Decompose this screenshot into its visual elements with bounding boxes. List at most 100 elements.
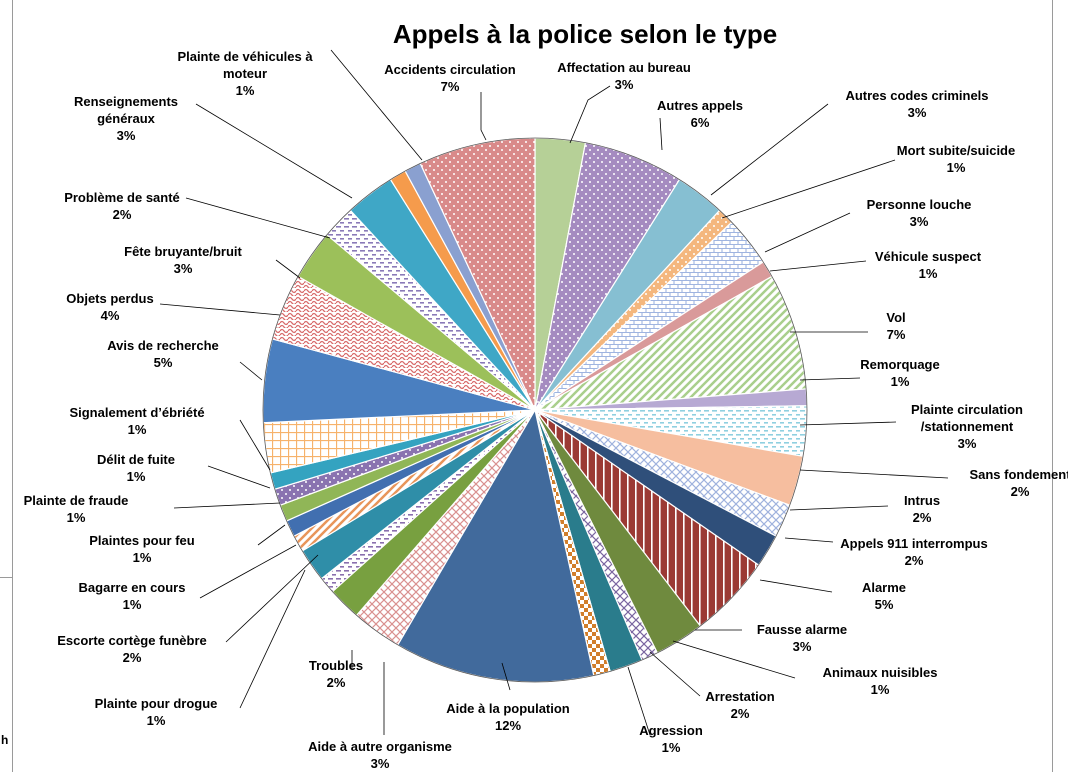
slice-label-line: 1%: [128, 422, 147, 437]
slice-label: Avis de recherche 5%: [107, 338, 219, 370]
slice-label: Remorquage 1%: [860, 357, 939, 389]
slice-label-line: Avis de recherche: [107, 338, 219, 353]
slice-label: Alarme 5%: [862, 580, 906, 612]
leader-line: [764, 212, 851, 253]
leader-line: [239, 361, 263, 381]
leader-line: [330, 49, 423, 161]
slice-label: Appels 911 interrompus 2%: [840, 536, 987, 568]
slice-label-line: Signalement d’ébriété: [69, 405, 204, 420]
slice-label: Plainte pour drogue 1%: [95, 696, 218, 728]
slice-label-line: Fausse alarme: [757, 622, 847, 637]
slice-label-line: 6%: [691, 115, 710, 130]
slice-label: Plainte circulation/stationnement 3%: [911, 402, 1023, 451]
slice-label-line: Mort subite/suicide: [897, 143, 1015, 158]
slice-label: Arrestation 2%: [705, 689, 774, 721]
slice-label-line: Bagarre en cours: [79, 580, 186, 595]
slice-label-line: moteur: [223, 66, 267, 81]
leader-line: [627, 666, 651, 736]
slice-label-line: 1%: [891, 374, 910, 389]
slice-label: Plainte de fraude 1%: [24, 493, 129, 525]
slice-label-line: 2%: [123, 650, 142, 665]
slice-label-line: /stationnement: [921, 419, 1014, 434]
slice-label-line: Plainte pour drogue: [95, 696, 218, 711]
slice-label: Mort subite/suicide 1%: [897, 143, 1015, 175]
slice-label-line: Vol: [886, 310, 905, 325]
slice-label: Agression 1%: [639, 723, 703, 755]
slice-label: Vol 7%: [886, 310, 905, 342]
leader-line: [225, 554, 319, 643]
leader-lines: [159, 49, 949, 736]
slice-label-line: 1%: [947, 160, 966, 175]
slice-label: Aide à la population 12%: [446, 701, 570, 733]
frame-right-border: [1052, 0, 1053, 772]
slice-label: Renseignements généraux 3%: [74, 94, 178, 143]
slice-label-line: Objets perdus: [66, 291, 153, 306]
slice-label-line: Intrus: [904, 493, 940, 508]
leader-line: [799, 469, 949, 479]
leader-line: [799, 377, 861, 381]
slice-label: Animaux nuisibles 1%: [823, 665, 938, 697]
slice-label: Personne louche 3%: [867, 197, 972, 229]
leader-line: [480, 92, 487, 141]
slice-label: Fête bruyante/bruit 3%: [124, 244, 242, 276]
slice-label: Objets perdus 4%: [66, 291, 153, 323]
slice-label-line: Troubles: [309, 658, 363, 673]
slice-label-line: 1%: [123, 597, 142, 612]
leader-line: [257, 524, 286, 546]
slice-label: Délit de fuite 1%: [97, 452, 175, 484]
slice-label: Bagarre en cours 1%: [79, 580, 186, 612]
slice-label-line: Agression: [639, 723, 703, 738]
slice-label: Accidents circulation 7%: [384, 62, 516, 94]
leader-line: [195, 103, 353, 199]
slice-label: Problème de santé 2%: [64, 190, 180, 222]
leader-line: [799, 421, 897, 426]
leader-line: [789, 505, 889, 511]
slice-label-line: Escorte cortège funèbre: [57, 633, 207, 648]
slice-label-line: Affectation au bureau: [557, 60, 691, 75]
slice-label: Autres codes criminels 3%: [845, 88, 988, 120]
leader-line: [275, 259, 301, 279]
slice-label-line: 1%: [662, 740, 681, 755]
slice-label-line: Plaintes pour feu: [89, 533, 195, 548]
slice-label-line: 1%: [871, 682, 890, 697]
slice-label: Troubles 2%: [309, 658, 363, 690]
pie-slices: [262, 137, 808, 683]
slice-label-line: 2%: [1011, 484, 1030, 499]
slice-label-line: 3%: [174, 261, 193, 276]
leader-line: [649, 651, 701, 697]
leader-line: [199, 544, 297, 599]
frame-left-border: [12, 0, 13, 772]
leader-line: [672, 640, 796, 679]
leader-line: [769, 260, 867, 272]
slice-label: Intrus 2%: [904, 493, 940, 525]
pie-outline: [262, 137, 808, 683]
leader-line: [185, 197, 331, 239]
slice-label-line: 5%: [154, 355, 173, 370]
slice-label: Escorte cortège funèbre 2%: [57, 633, 207, 665]
leader-line: [569, 85, 611, 144]
slice-label-line: Plainte de véhicules à: [177, 49, 313, 64]
leader-line: [784, 537, 834, 543]
slice-label-line: Arrestation: [705, 689, 774, 704]
slice-label-line: 7%: [441, 79, 460, 94]
slice-label-line: 1%: [236, 83, 255, 98]
slice-label-line: Aide à la population: [446, 701, 570, 716]
slice-label-line: 1%: [127, 469, 146, 484]
slice-label-line: 5%: [875, 597, 894, 612]
slice-label-line: 3%: [615, 77, 634, 92]
slice-label-line: Animaux nuisibles: [823, 665, 938, 680]
slice-label-line: 2%: [327, 675, 346, 690]
slice-label: Affectation au bureau 3%: [557, 60, 691, 92]
leader-line: [239, 419, 271, 471]
slice-label-line: Problème de santé: [64, 190, 180, 205]
outside-text-fragment: h: [1, 733, 9, 747]
slice-label-line: 3%: [908, 105, 927, 120]
slice-label-line: 1%: [919, 266, 938, 281]
outside-line-fragment: [0, 577, 12, 578]
slice-label: Plaintes pour feu 1%: [89, 533, 195, 565]
slice-label-line: Accidents circulation: [384, 62, 516, 77]
slice-label-line: 3%: [958, 436, 977, 451]
slice-label-line: Autres appels: [657, 98, 743, 113]
leader-line: [173, 502, 281, 509]
slice-label-line: Plainte circulation: [911, 402, 1023, 417]
